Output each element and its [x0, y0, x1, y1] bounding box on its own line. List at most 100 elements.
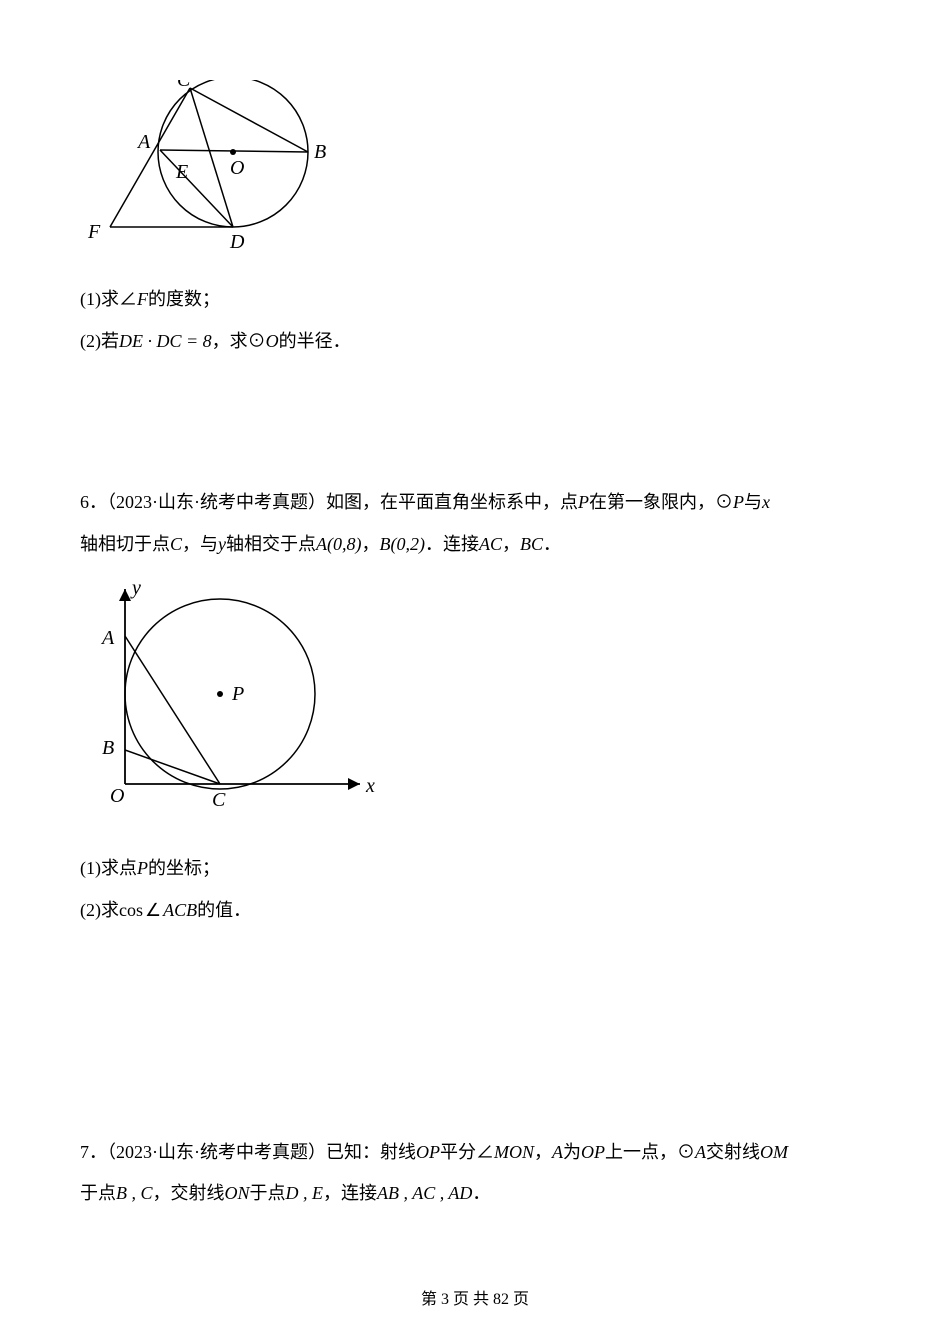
label-F: F: [87, 221, 101, 243]
DE: D , E: [286, 1183, 324, 1203]
C: C: [170, 534, 182, 554]
t: 交射线: [706, 1142, 760, 1162]
gap: [80, 933, 880, 1133]
q6-part1: (1)求点P的坐标；: [80, 849, 880, 889]
label-B: B: [102, 737, 114, 759]
t: 的度数；: [148, 289, 220, 309]
label-x: x: [365, 775, 375, 797]
src: （2023·山东·统考中考真题）已知：射线: [107, 1142, 416, 1162]
seg-AB: [160, 150, 308, 152]
t: ，交射线: [153, 1183, 225, 1203]
figure1-svg: A B C D E F O: [80, 80, 340, 250]
comma: ，: [534, 1142, 552, 1162]
AC: AC: [479, 534, 502, 554]
OP: OP: [581, 1142, 605, 1162]
t: 轴相交于点: [226, 534, 316, 554]
period: ．: [472, 1183, 490, 1203]
ACB: ACB: [163, 900, 197, 920]
src: （2023·山东·统考中考真题）如图，在平面直角坐标系中，点: [107, 492, 578, 512]
label-B: B: [314, 141, 326, 163]
t: (2)求cos: [80, 900, 143, 920]
circle-sym: ⊙: [248, 331, 266, 351]
t: ．连接: [425, 534, 479, 554]
P: P: [578, 492, 589, 512]
t: 上一点，: [605, 1142, 677, 1162]
q6-part2: (2)求cos∠ACB的值．: [80, 891, 880, 931]
figure-circle-triangle: A B C D E F O: [80, 80, 880, 255]
label-E: E: [175, 161, 188, 183]
pB: (0,2): [391, 534, 426, 554]
x: x: [762, 492, 770, 512]
fig1-center-dot: [230, 149, 236, 155]
t: 的值．: [197, 900, 251, 920]
problem6-line1: 6．（2023·山东·统考中考真题）如图，在平面直角坐标系中，点P在第一象限内，…: [80, 483, 880, 523]
figure-coord-circle: y x O A B C P: [80, 574, 880, 829]
MON: MON: [494, 1142, 534, 1162]
OM: OM: [760, 1142, 788, 1162]
angle: ∠: [476, 1142, 494, 1162]
y-arrow: [119, 589, 131, 601]
var-F: F: [137, 289, 148, 309]
OP: OP: [416, 1142, 440, 1162]
seg-CB: [190, 88, 308, 152]
problem6-line2: 轴相切于点C，与y轴相交于点A(0,8)，B(0,2)．连接AC，BC．: [80, 525, 880, 565]
P: P: [137, 858, 148, 878]
A: A: [552, 1142, 563, 1162]
label-A: A: [100, 627, 115, 649]
t: 与: [744, 492, 762, 512]
label-O: O: [230, 157, 244, 179]
period: ．: [543, 534, 561, 554]
BC: B , C: [116, 1183, 153, 1203]
angle-sym: ∠: [119, 289, 137, 309]
t: 的坐标；: [148, 858, 220, 878]
footer-total: 82: [493, 1291, 509, 1308]
num: 7．: [80, 1142, 107, 1162]
B: B: [380, 534, 391, 554]
footer-c: 页: [509, 1291, 529, 1308]
label-O: O: [110, 785, 124, 807]
label-A: A: [136, 131, 151, 153]
t: (1)求: [80, 289, 119, 309]
page-footer: 第 3 页 共 82 页: [0, 1285, 950, 1309]
label-y: y: [130, 577, 141, 599]
label-C: C: [177, 80, 191, 91]
problem7-line2: 于点B , C，交射线ON于点D , E，连接AB , AC , AD．: [80, 1174, 880, 1214]
footer-b: 页 共: [449, 1291, 493, 1308]
fig2-center: [217, 691, 223, 697]
label-C: C: [212, 789, 226, 811]
t: 于点: [250, 1183, 286, 1203]
t: 轴相切于点: [80, 534, 170, 554]
num: 6．: [80, 492, 107, 512]
ON: ON: [225, 1183, 250, 1203]
t: 的半径．: [279, 331, 351, 351]
circ: ⊙: [715, 492, 733, 512]
seg-BC: [125, 750, 220, 784]
label-D: D: [229, 231, 245, 250]
y: y: [218, 534, 226, 554]
expr: DE · DC = 8: [119, 331, 212, 351]
A: A: [695, 1142, 706, 1162]
t: ，连接: [323, 1183, 377, 1203]
t: ，与: [182, 534, 218, 554]
comma: ，: [502, 534, 520, 554]
footer-page: 3: [441, 1291, 449, 1308]
P: P: [733, 492, 744, 512]
label-P: P: [231, 683, 244, 705]
t: 平分: [440, 1142, 476, 1162]
seg-AC: [125, 636, 220, 784]
angle: ∠: [145, 900, 161, 920]
seg-CD: [190, 88, 233, 227]
t: (1)求点: [80, 858, 137, 878]
q5-part1: (1)求∠F的度数；: [80, 280, 880, 320]
x-arrow: [348, 778, 360, 790]
ABACAD: AB , AC , AD: [377, 1183, 472, 1203]
t: (2)若: [80, 331, 119, 351]
footer-a: 第: [421, 1291, 441, 1308]
t: ，求: [212, 331, 248, 351]
problem7-line1: 7．（2023·山东·统考中考真题）已知：射线OP平分∠MON，A为OP上一点，…: [80, 1133, 880, 1173]
pA: (0,8): [327, 534, 362, 554]
gap: [80, 363, 880, 483]
var-O: O: [266, 331, 279, 351]
comma: ，: [362, 534, 380, 554]
figure2-svg: y x O A B C P: [80, 574, 380, 824]
